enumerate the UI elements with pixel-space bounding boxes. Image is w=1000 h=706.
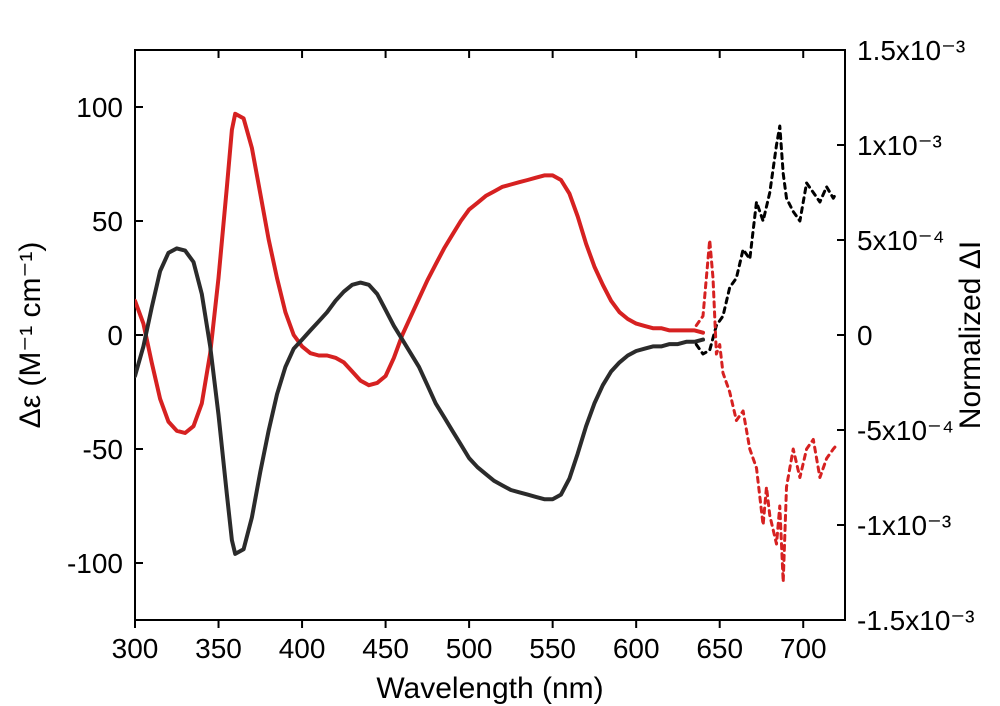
y-left-tick-label: -50 <box>83 434 123 465</box>
y-left-tick-label: 100 <box>76 92 123 123</box>
x-tick-label: 600 <box>613 633 660 664</box>
y-right-tick-label: 0 <box>857 320 873 351</box>
y-right-tick-label: -1.5x10⁻³ <box>857 605 975 636</box>
y-left-tick-label: 50 <box>92 206 123 237</box>
y-right-tick-label: 1.5x10⁻³ <box>857 35 965 66</box>
y-right-tick-label: 5x10⁻⁴ <box>857 225 945 256</box>
x-tick-label: 450 <box>362 633 409 664</box>
y-left-tick-label: 0 <box>107 320 123 351</box>
x-tick-label: 550 <box>529 633 576 664</box>
x-tick-label: 300 <box>112 633 159 664</box>
chart-svg: 300 350 400 450 500 550 600 650 700 -100 -50 0 50 100… <box>0 0 1000 706</box>
x-tick-label: 650 <box>696 633 743 664</box>
y-left-tick-label: -100 <box>67 548 123 579</box>
y-right-tick-label: -1x10⁻³ <box>857 510 951 541</box>
x-tick-label: 500 <box>446 633 493 664</box>
x-tick-label: 350 <box>195 633 242 664</box>
x-axis-label: Wavelength (nm) <box>376 672 603 705</box>
x-tick-label: 400 <box>279 633 326 664</box>
x-tick-label: 700 <box>780 633 827 664</box>
y-left-axis-label: Δε (M⁻¹ cm⁻¹) <box>14 242 47 429</box>
y-right-axis-label: Normalized ΔI <box>954 241 987 429</box>
y-right-tick-label: -5x10⁻⁴ <box>857 415 954 446</box>
spectrum-chart: 300 350 400 450 500 550 600 650 700 -100 -50 0 50 100… <box>0 0 1000 706</box>
y-right-tick-label: 1x10⁻³ <box>857 130 942 161</box>
